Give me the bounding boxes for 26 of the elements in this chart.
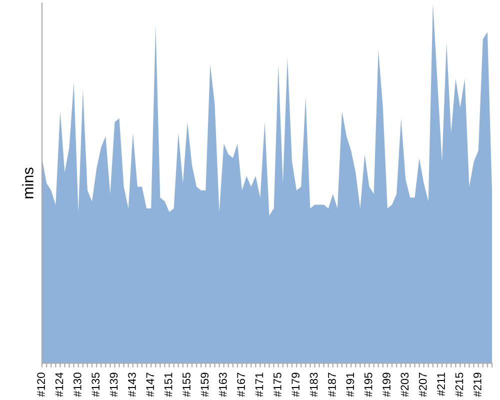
x-tick-label: #159 — [200, 372, 209, 397]
x-tick-label: #195 — [364, 372, 372, 397]
x-tick-label: #120 — [37, 372, 45, 397]
x-tick-label: #155 — [182, 372, 190, 397]
x-tick-label: #171 — [255, 372, 264, 397]
x-tick-label: #151 — [164, 372, 172, 397]
x-tick-label: #139 — [110, 372, 118, 397]
x-tick-label: #130 — [73, 372, 82, 397]
x-tick-label: #191 — [346, 372, 354, 397]
x-tick-label: #215 — [455, 372, 464, 397]
x-tick-label: #219 — [473, 372, 482, 397]
x-tick-label: #211 — [437, 372, 445, 396]
x-tick-label: #124 — [55, 372, 64, 397]
x-tick-label: #135 — [92, 372, 100, 397]
x-tick-label: #187 — [328, 372, 336, 397]
y-axis-title: mins — [22, 168, 34, 198]
x-tick-label: #147 — [146, 372, 154, 397]
x-tick-label: #163 — [218, 372, 227, 397]
x-tick-label: #207 — [418, 372, 427, 397]
x-tick-label: #183 — [310, 372, 318, 397]
x-tick-label: #179 — [292, 372, 300, 397]
x-tick-label: #167 — [237, 372, 245, 397]
x-tick-label: #175 — [274, 372, 282, 397]
x-tick-label: #199 — [382, 372, 390, 397]
x-tick-label: #203 — [400, 372, 409, 397]
x-tick-label: #143 — [128, 372, 136, 397]
